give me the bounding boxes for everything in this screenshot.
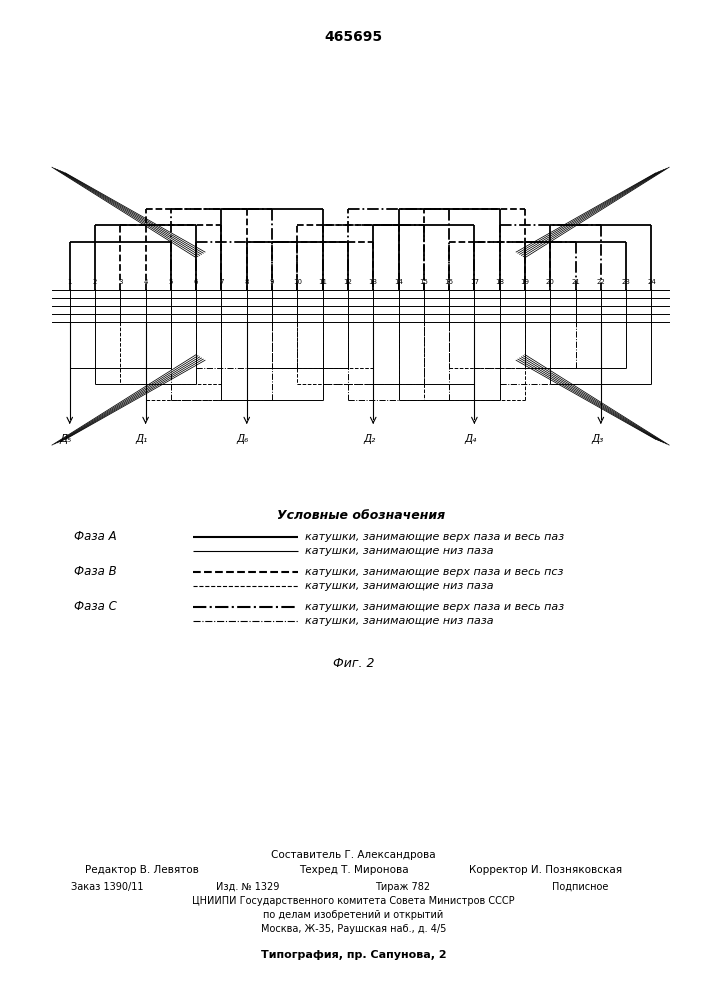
Text: Условные обозначения: Условные обозначения	[276, 509, 445, 522]
Text: 6: 6	[194, 279, 199, 285]
Text: 4: 4	[144, 279, 148, 285]
Text: Д₆: Д₆	[237, 434, 249, 444]
Text: 2: 2	[93, 279, 97, 285]
Text: катушки, занимающие верх паза и весь псз: катушки, занимающие верх паза и весь псз	[305, 567, 563, 577]
Text: Фаза C: Фаза C	[74, 600, 117, 613]
Text: 14: 14	[394, 279, 403, 285]
Text: Техред Т. Миронова: Техред Т. Миронова	[298, 865, 409, 875]
Text: Фиг. 2: Фиг. 2	[333, 657, 374, 670]
Text: Корректор И. Позняковская: Корректор И. Позняковская	[469, 865, 622, 875]
Text: Тираж 782: Тираж 782	[375, 882, 431, 892]
Text: Типография, пр. Сапунова, 2: Типография, пр. Сапунова, 2	[261, 950, 446, 960]
Text: Фаза B: Фаза B	[74, 565, 117, 578]
Text: ЦНИИПИ Государственного комитета Совета Министров СССР: ЦНИИПИ Государственного комитета Совета …	[192, 896, 515, 906]
Text: Москва, Ж-35, Раушская наб., д. 4/5: Москва, Ж-35, Раушская наб., д. 4/5	[261, 924, 446, 934]
Text: 1: 1	[67, 279, 72, 285]
Text: 17: 17	[470, 279, 479, 285]
Text: 24: 24	[647, 279, 656, 285]
Text: 9: 9	[270, 279, 274, 285]
Text: 23: 23	[621, 279, 631, 285]
Text: 5: 5	[169, 279, 173, 285]
Text: Фаза A: Фаза A	[74, 530, 117, 543]
Text: 7: 7	[219, 279, 223, 285]
Text: 21: 21	[571, 279, 580, 285]
Text: Д₁: Д₁	[136, 434, 148, 444]
Text: катушки, занимающие низ паза: катушки, занимающие низ паза	[305, 546, 493, 556]
Text: 19: 19	[520, 279, 530, 285]
Text: Д₄: Д₄	[464, 434, 477, 444]
Text: Изд. № 1329: Изд. № 1329	[216, 882, 279, 892]
Text: 15: 15	[419, 279, 428, 285]
Text: катушки, занимающие верх паза и весь паз: катушки, занимающие верх паза и весь паз	[305, 601, 563, 611]
Text: 11: 11	[318, 279, 327, 285]
Text: Заказ 1390/11: Заказ 1390/11	[71, 882, 144, 892]
Text: 22: 22	[597, 279, 605, 285]
Text: 16: 16	[445, 279, 454, 285]
Text: Д₂: Д₂	[363, 434, 375, 444]
Text: 13: 13	[369, 279, 378, 285]
Text: Д₅: Д₅	[60, 434, 72, 444]
Text: Подписное: Подписное	[551, 882, 608, 892]
Text: по делам изобретений и открытий: по делам изобретений и открытий	[264, 910, 443, 920]
Text: 10: 10	[293, 279, 302, 285]
Text: 18: 18	[495, 279, 504, 285]
Text: 12: 12	[344, 279, 352, 285]
Text: катушки, занимающие верх паза и весь паз: катушки, занимающие верх паза и весь паз	[305, 532, 563, 542]
Text: 465695: 465695	[325, 30, 382, 44]
Text: катушки, занимающие низ паза: катушки, занимающие низ паза	[305, 616, 493, 626]
Text: катушки, занимающие низ паза: катушки, занимающие низ паза	[305, 581, 493, 591]
Text: Д₃: Д₃	[591, 434, 603, 444]
Text: 3: 3	[118, 279, 122, 285]
Text: Составитель Г. Александрова: Составитель Г. Александрова	[271, 850, 436, 860]
Text: Редактор В. Левятов: Редактор В. Левятов	[85, 865, 199, 875]
Text: 20: 20	[546, 279, 555, 285]
Text: 8: 8	[245, 279, 249, 285]
